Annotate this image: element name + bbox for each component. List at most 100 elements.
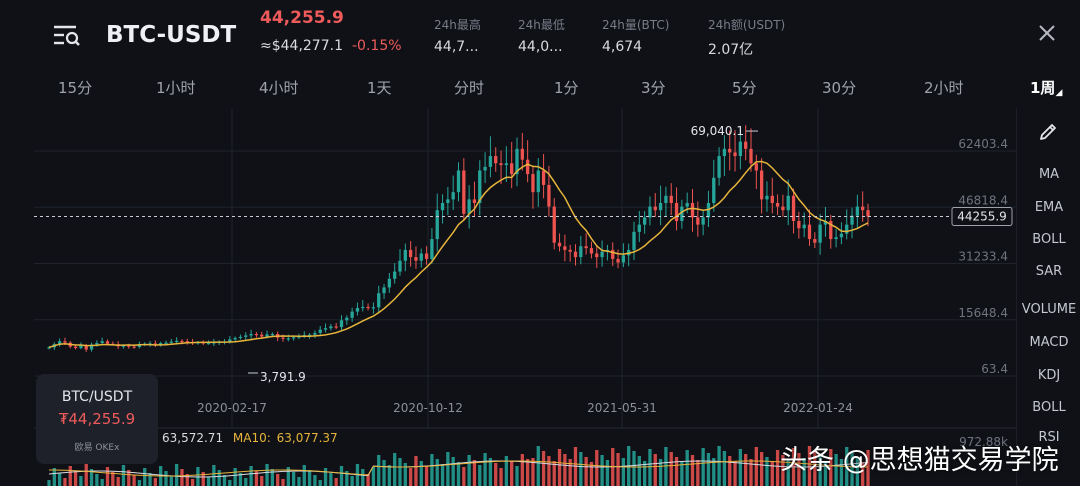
current-price-label: 44255.9 (957, 209, 1007, 223)
candle-body (137, 344, 142, 347)
candle-body (339, 320, 344, 328)
tab-timeshare[interactable]: 分时 (454, 79, 485, 97)
indicator-sar[interactable]: SAR (1035, 264, 1063, 279)
volume-bar (504, 456, 509, 486)
tab-1h[interactable]: 1小时 (156, 79, 196, 97)
volume-bar (265, 464, 269, 486)
volume-bar (371, 467, 376, 486)
volume-bar (664, 447, 668, 486)
volume-bar (637, 456, 641, 486)
volume-bar (414, 456, 418, 486)
candle-body (408, 249, 413, 258)
candle-body (717, 156, 721, 178)
stat-24h-turnover: 24h额(USDT) 2.07亿 (708, 16, 785, 59)
candle-body (611, 249, 615, 259)
chart-grid (34, 108, 1016, 429)
candlestick-chart[interactable]: 62403.4 46818.4 31233.4 15648.4 63.4 2020-02-… (34, 108, 1016, 486)
candle-body (105, 341, 110, 344)
card-brand-logo: 欧易 OKEx (74, 443, 120, 453)
candle-body (387, 278, 392, 288)
candle-body (648, 206, 652, 218)
candle-body (382, 287, 386, 294)
volume-bar (823, 461, 828, 486)
volume-bar (701, 448, 705, 486)
volume-bar (866, 450, 870, 486)
x-tick-label: 2022-01-24 (783, 401, 853, 415)
candle-body (642, 217, 647, 225)
candle-body (488, 156, 493, 167)
candle-body (329, 326, 333, 329)
candle-body (424, 253, 429, 259)
candle-body (658, 202, 663, 211)
tab-1d[interactable]: 1天 (367, 79, 392, 97)
tab-1m[interactable]: 1分 (554, 79, 579, 97)
volume-bar (196, 467, 200, 486)
volume-bar (238, 473, 243, 486)
volume-bar (850, 452, 854, 486)
tab-4h[interactable]: 4小时 (259, 79, 299, 97)
tab-5m[interactable]: 5分 (732, 79, 757, 97)
candle-body (73, 346, 78, 349)
volume-bar (116, 477, 120, 486)
indicator-rsi[interactable]: RSI (1038, 430, 1060, 445)
candle-body (47, 347, 51, 349)
indicator-boll[interactable]: BOLL (1032, 232, 1066, 247)
candle-body (63, 341, 67, 343)
candle-body (754, 163, 758, 171)
stat-value: 4,674 (602, 39, 643, 55)
y-tick-label: 63.4 (981, 362, 1008, 376)
candle-body (446, 199, 450, 203)
volume-bar (137, 480, 142, 486)
candle-body (775, 202, 780, 207)
candle-body (291, 337, 296, 339)
candle-body (845, 224, 849, 234)
indicator-ema[interactable]: EMA (1034, 200, 1064, 215)
menu-search-icon[interactable] (52, 24, 82, 48)
volume-bar (525, 459, 530, 486)
stat-label: 24h最高 (434, 18, 481, 32)
pencil-icon[interactable] (1038, 122, 1058, 142)
candle-body (393, 271, 397, 279)
card-price: ₮44,255.9 (58, 410, 136, 428)
candle-body (323, 328, 328, 330)
candle-body (595, 253, 599, 258)
indicator-macd[interactable]: MACD (1029, 335, 1069, 350)
candle-body (334, 326, 338, 328)
close-icon[interactable] (1036, 22, 1058, 44)
symbol-card[interactable]: BTC/USDT ₮44,255.9 欧易 OKEx (36, 374, 158, 464)
volume-bar (722, 451, 727, 486)
volume-bar (276, 474, 280, 486)
candle-body (100, 341, 104, 344)
stat-label: 24h量(BTC) (602, 18, 670, 32)
indicator-boll-sub[interactable]: BOLL (1032, 400, 1066, 415)
tab-1w[interactable]: 1周◢ (1030, 77, 1062, 98)
volume-bar (642, 461, 647, 486)
volume-bar (270, 469, 275, 486)
candle-body (738, 141, 743, 157)
indicator-volume[interactable]: VOLUME (1021, 302, 1077, 317)
indicator-ma[interactable]: MA (1038, 167, 1060, 182)
volume-bar (377, 455, 381, 486)
tab-15m[interactable]: 15分 (58, 79, 93, 97)
candle-body (95, 343, 99, 345)
candle-body (499, 163, 503, 166)
candle-body (728, 148, 732, 153)
candle-body (153, 343, 158, 345)
y-tick-label: 15648.4 (958, 306, 1008, 320)
indicator-kdj[interactable]: KDJ (1037, 368, 1061, 383)
volume-bar (483, 453, 487, 486)
candle-body (616, 258, 620, 263)
tab-30m[interactable]: 30分 (822, 79, 857, 97)
volume-bar (531, 458, 535, 486)
volume-bar (228, 480, 232, 486)
tab-2h[interactable]: 2小时 (924, 79, 964, 97)
candle-body (531, 174, 535, 193)
candle-body (345, 317, 349, 321)
symbol-title[interactable]: BTC-USDT (106, 22, 237, 48)
candle-body (494, 156, 498, 164)
volume-bar (281, 479, 285, 486)
candle-body (722, 148, 727, 157)
candle-body (765, 195, 769, 200)
candle-body (510, 163, 514, 175)
tab-3m[interactable]: 3分 (641, 79, 666, 97)
